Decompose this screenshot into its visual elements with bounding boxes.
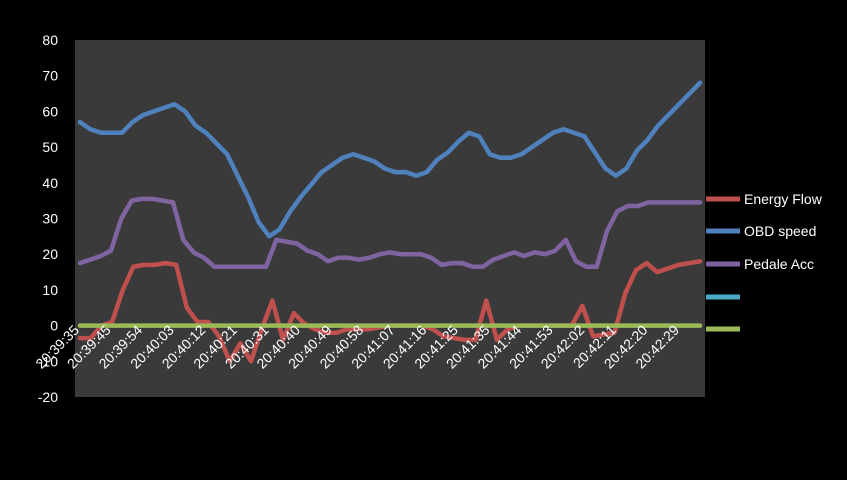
y-tick-label: -20 — [38, 389, 58, 405]
y-tick-label: 40 — [42, 175, 58, 191]
legend-label: Energy Flow — [744, 191, 823, 207]
legend: Energy Flow OBD speed Pedale Acc — [706, 191, 823, 332]
plot-area — [75, 40, 705, 397]
legend-label: OBD speed — [744, 223, 816, 239]
y-tick-label: 0 — [50, 318, 58, 334]
y-tick-label: 80 — [42, 32, 58, 48]
y-tick-label: 60 — [42, 103, 58, 119]
series-layer — [77, 80, 703, 364]
y-tick-label: 70 — [42, 68, 58, 84]
legend-label: Pedale Acc — [744, 256, 814, 272]
y-tick-label: 10 — [42, 282, 58, 298]
y-tick-label: 20 — [42, 246, 58, 262]
y-tick-label: -10 — [38, 353, 58, 369]
y-tick-label: 50 — [42, 139, 58, 155]
y-tick-label: 30 — [42, 211, 58, 227]
series-line-1 — [77, 80, 703, 239]
y-axis: -20 -10 0 10 20 30 40 50 60 70 80 — [38, 32, 58, 405]
series-line-2 — [77, 196, 703, 269]
